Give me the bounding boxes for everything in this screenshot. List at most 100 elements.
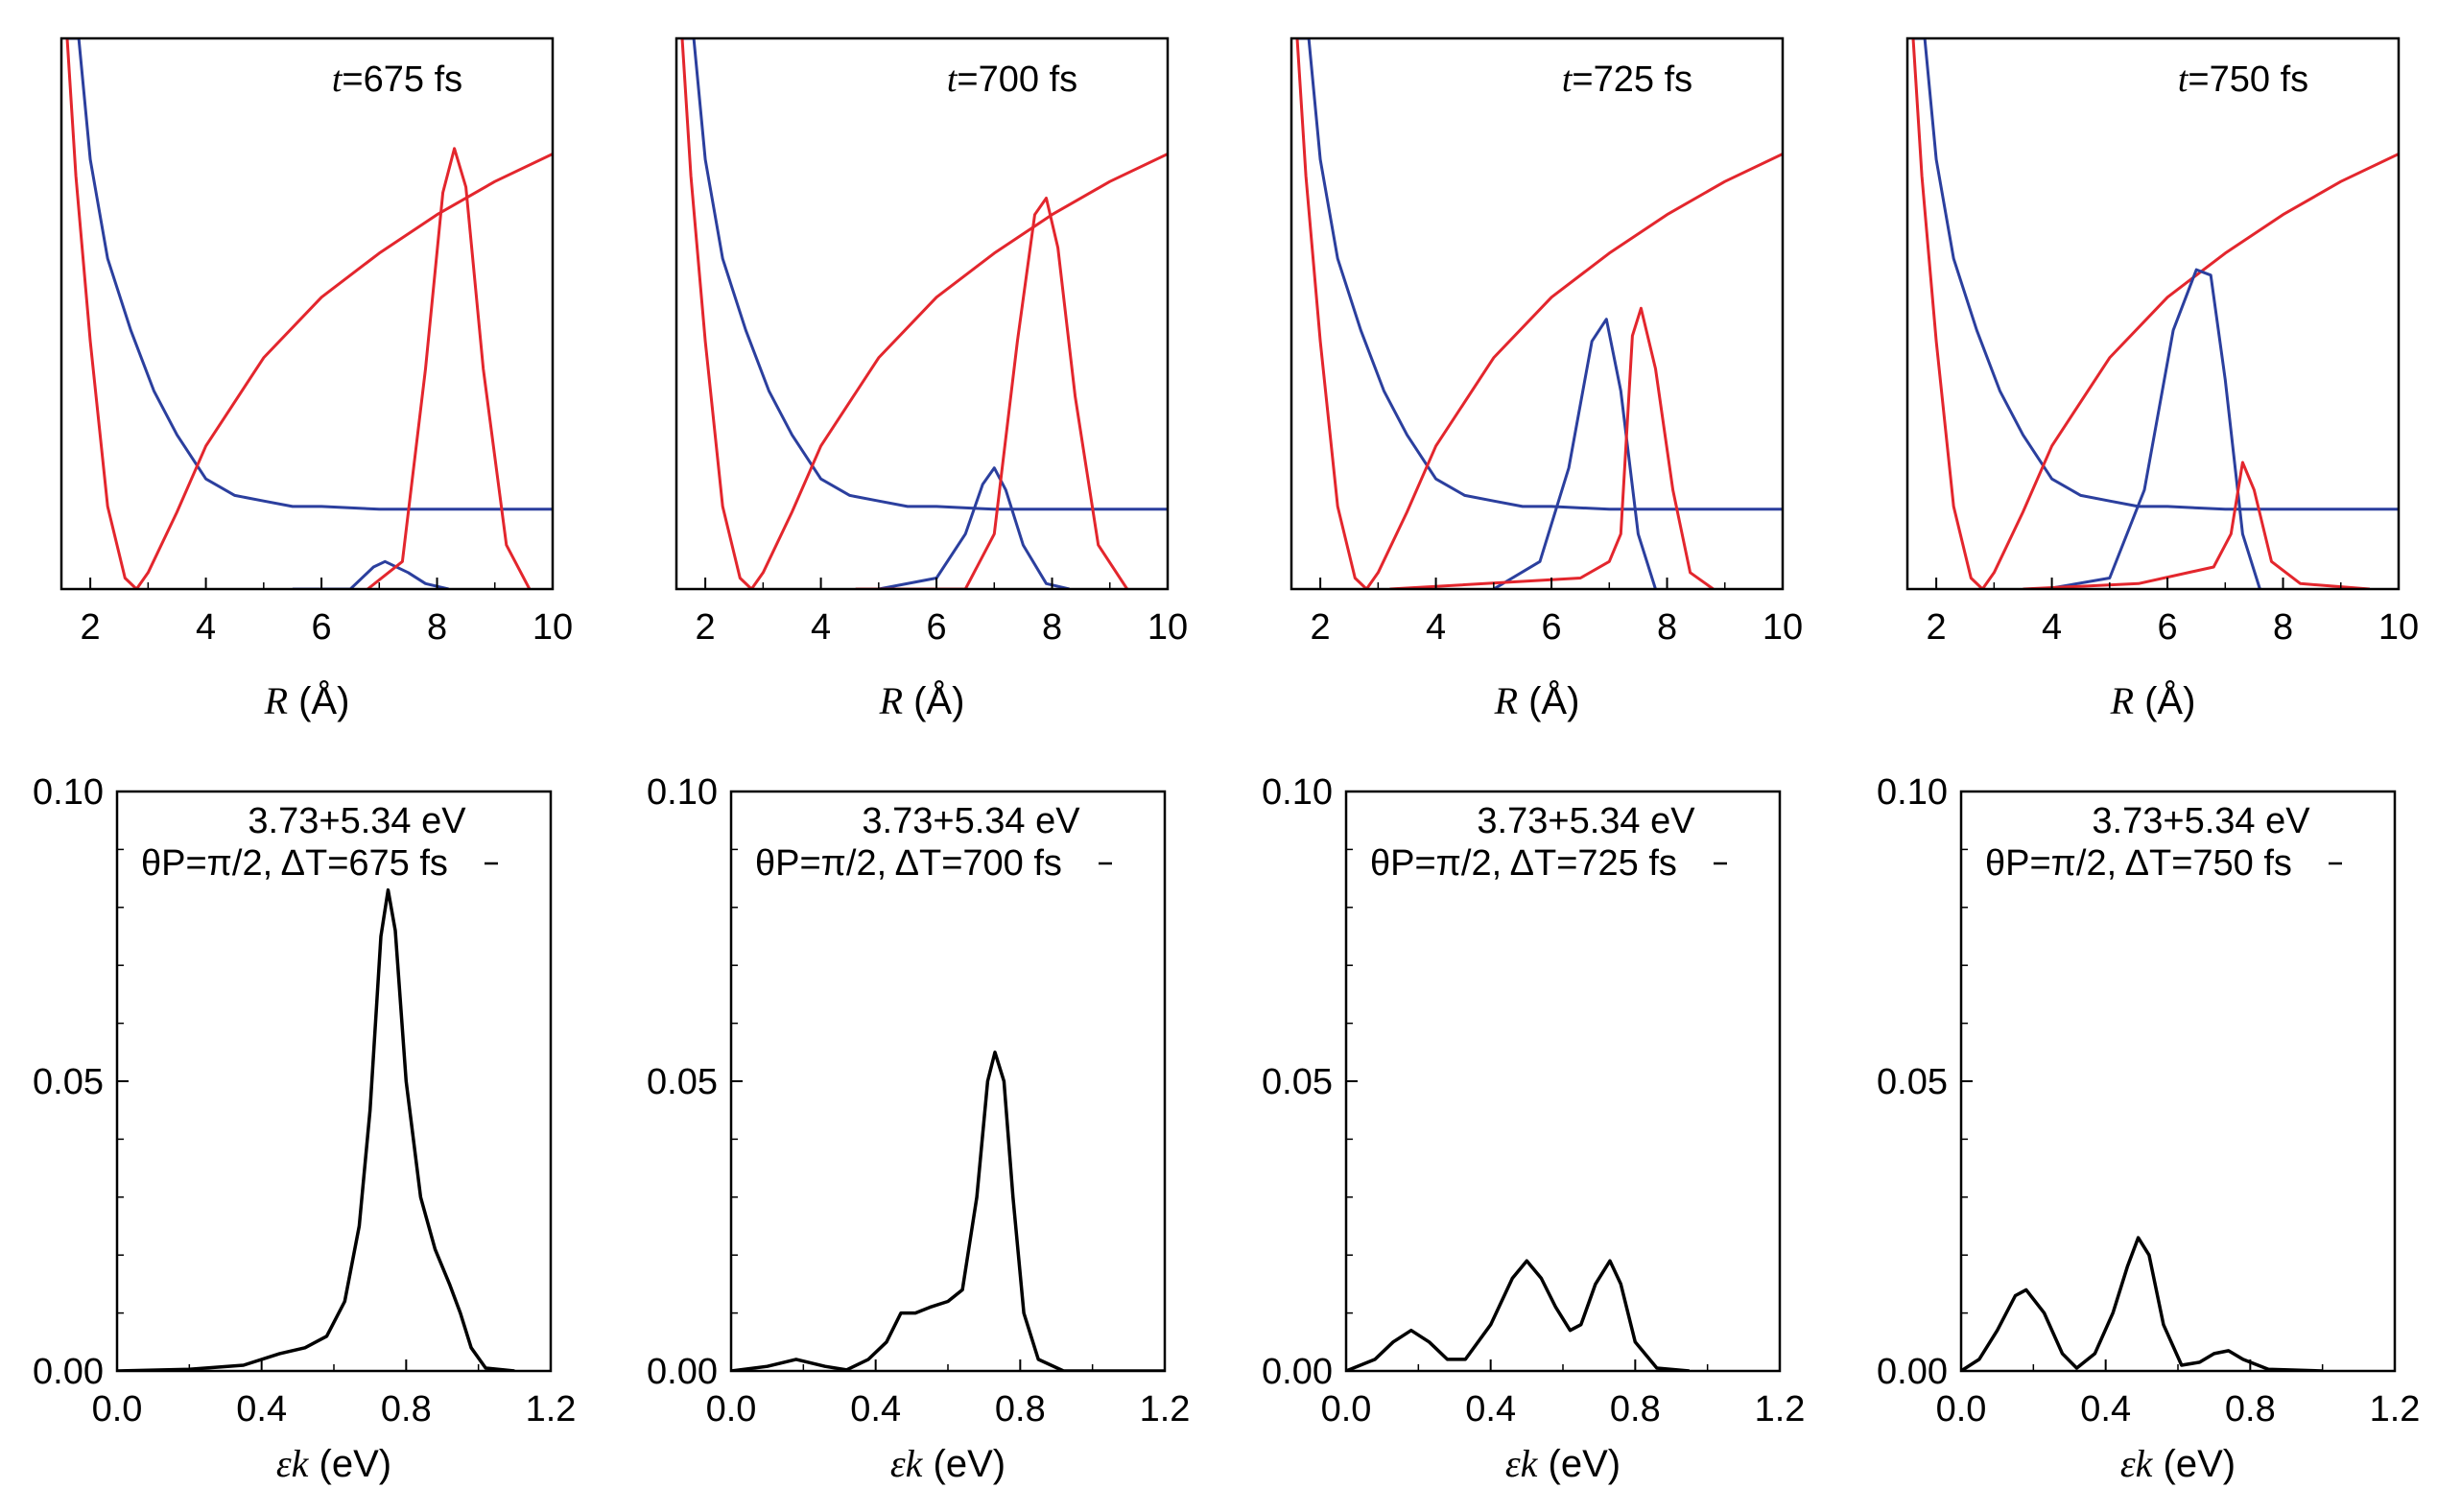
x-tick-label: 0.0 <box>1936 1389 1987 1429</box>
series-blue-potential <box>67 38 553 511</box>
panel-4: 2 4 6 8 10 R (Å) t=750 fs <box>1905 36 2419 722</box>
x-tick-label: 4 <box>196 607 216 648</box>
x-axis-label: R (Å) <box>264 679 350 722</box>
x-axis-unit: (eV) <box>2152 1443 2236 1485</box>
series-red-wavepacket <box>2023 461 2371 589</box>
x-tick-label: 4 <box>1426 607 1446 648</box>
x-tick-label: 10 <box>532 607 573 648</box>
plot-frame <box>1289 36 1785 591</box>
x-axis-variable: R <box>879 679 903 722</box>
series-blue-wavepacket <box>2046 268 2261 589</box>
x-axis-unit: (Å) <box>903 679 964 722</box>
x-tick-label: 0.8 <box>1610 1389 1661 1429</box>
series-blue-potential <box>682 38 1168 511</box>
x-tick-label: 2 <box>1927 607 1947 648</box>
x-tick-label: 10 <box>1148 607 1188 648</box>
panel-title: t=725 fs <box>1562 59 1692 100</box>
panel-2: 2 4 6 8 10 R (Å) t=700 fs <box>674 36 1188 722</box>
x-axis-unit: (eV) <box>308 1443 391 1485</box>
x-tick-label: 0.4 <box>850 1389 901 1429</box>
annotation-energy: 3.73+5.34 eV <box>1477 801 1695 841</box>
x-tick-label: 0.8 <box>381 1389 432 1429</box>
series-red-potential <box>1911 38 2399 589</box>
x-axis-unit: (Å) <box>288 679 349 722</box>
series-spectrum <box>117 887 515 1371</box>
x-tick-label: 0.8 <box>995 1389 1046 1429</box>
x-tick-label: 0.4 <box>236 1389 287 1429</box>
x-axis-variable: εk <box>2120 1442 2154 1485</box>
x-tick-label: 10 <box>1763 607 1803 648</box>
annotation-energy: 3.73+5.34 eV <box>862 801 1080 841</box>
plot-frame <box>1905 36 2401 591</box>
y-tick-label: 0.10 <box>647 772 718 813</box>
x-axis-variable: εk <box>890 1442 924 1485</box>
x-axis-label: R (Å) <box>1494 679 1580 722</box>
x-tick-label: 6 <box>926 607 946 648</box>
title-value: =700 fs <box>957 59 1077 100</box>
x-tick-label: 0.0 <box>706 1389 757 1429</box>
series-red-wavepacket <box>1389 306 1715 589</box>
y-tick-label: 0.00 <box>1877 1352 1948 1392</box>
panel-5: 0.0 0.4 0.8 1.2 0.00 0.05 0.10 εk (eV) 3.73+5.34… <box>33 772 576 1485</box>
x-axis-unit: (eV) <box>922 1443 1006 1485</box>
y-tick-label: 0.00 <box>1262 1352 1333 1392</box>
x-axis-label: εk (eV) <box>276 1442 391 1485</box>
annotation-energy: 3.73+5.34 eV <box>2092 801 2310 841</box>
y-tick-label: 0.10 <box>1262 772 1333 813</box>
y-tick-label: 0.05 <box>1877 1062 1948 1102</box>
x-tick-label: 1.2 <box>2370 1389 2421 1429</box>
x-axis-label: εk (eV) <box>2120 1442 2236 1485</box>
series-red-wavepacket <box>855 197 1129 589</box>
plot-frame <box>59 36 555 591</box>
x-tick-label: 4 <box>811 607 831 648</box>
title-value: =675 fs <box>342 59 462 100</box>
x-axis-variable: R <box>264 679 288 722</box>
x-tick-label: 2 <box>696 607 716 648</box>
x-axis-label: R (Å) <box>2110 679 2196 722</box>
x-axis-label: R (Å) <box>879 679 965 722</box>
annotation-energy: 3.73+5.34 eV <box>248 801 466 841</box>
series-blue-wavepacket <box>878 466 1070 589</box>
x-axis-label: εk (eV) <box>1505 1442 1621 1485</box>
x-tick-label: 0.8 <box>2225 1389 2276 1429</box>
panel-title: t=675 fs <box>332 59 462 100</box>
panel-7: 0.0 0.4 0.8 1.2 0.00 0.05 0.10 εk (eV) 3.73+5.34… <box>1262 772 1805 1485</box>
series-red-wavepacket <box>367 147 532 589</box>
x-tick-label: 10 <box>2378 607 2419 648</box>
panel-6: 0.0 0.4 0.8 1.2 0.00 0.05 0.10 εk (eV) 3.73+5.34… <box>647 772 1190 1485</box>
x-tick-label: 2 <box>1311 607 1331 648</box>
y-tick-label: 0.10 <box>33 772 104 813</box>
title-value: =750 fs <box>2188 59 2308 100</box>
y-tick-label: 0.05 <box>33 1062 104 1102</box>
x-tick-label: 1.2 <box>526 1389 577 1429</box>
panel-3: 2 4 6 8 10 R (Å) t=725 fs <box>1289 36 1803 722</box>
x-tick-label: 0.4 <box>1465 1389 1516 1429</box>
series-spectrum <box>1346 1259 1690 1371</box>
annotation-params: θP=π/2, ΔT=700 fs <box>755 843 1062 884</box>
series-blue-potential <box>1913 38 2399 511</box>
x-tick-label: 1.2 <box>1140 1389 1191 1429</box>
series-red-potential <box>65 38 553 589</box>
series-spectrum <box>731 1051 1165 1371</box>
annotation-params: θP=π/2, ΔT=675 fs <box>141 843 448 884</box>
x-tick-label: 0.0 <box>1321 1389 1372 1429</box>
y-tick-label: 0.05 <box>647 1062 718 1102</box>
series-spectrum <box>1961 1236 2323 1371</box>
series-blue-wavepacket <box>292 559 449 589</box>
x-axis-variable: R <box>2110 679 2134 722</box>
x-axis-unit: (Å) <box>1518 679 1579 722</box>
y-tick-label: 0.00 <box>647 1352 718 1392</box>
title-variable: t <box>2178 59 2189 100</box>
plot-frame <box>674 36 1170 591</box>
title-value: =725 fs <box>1572 59 1692 100</box>
title-variable: t <box>332 59 343 100</box>
x-tick-label: 4 <box>2042 607 2062 648</box>
x-tick-label: 0.4 <box>2080 1389 2131 1429</box>
x-tick-label: 8 <box>1657 607 1677 648</box>
panel-title: t=750 fs <box>2178 59 2308 100</box>
annotation-params: θP=π/2, ΔT=750 fs <box>1985 843 2292 884</box>
x-axis-variable: εk <box>276 1442 310 1485</box>
annotation-params: θP=π/2, ΔT=725 fs <box>1370 843 1677 884</box>
panel-1: 2 4 6 8 10 R (Å) t=675 fs <box>59 36 573 722</box>
x-tick-label: 6 <box>2157 607 2177 648</box>
